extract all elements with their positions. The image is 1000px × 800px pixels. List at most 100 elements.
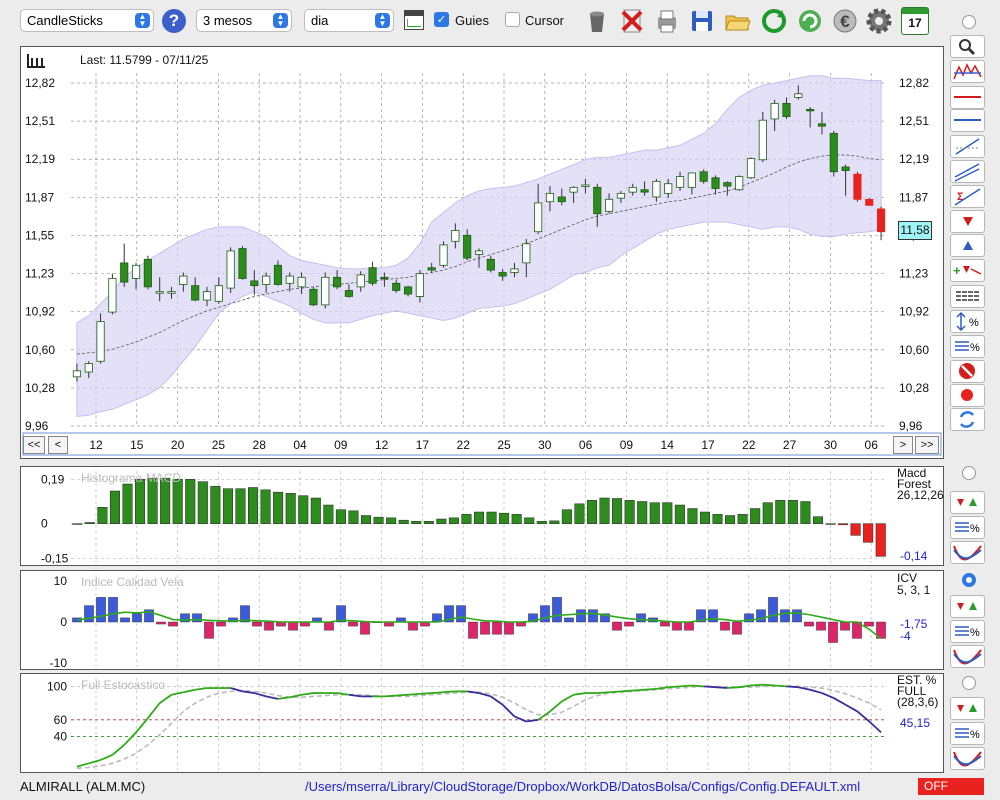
stop-button[interactable] [950,360,985,383]
horizontal-line-red-button[interactable] [950,86,985,109]
stochastic-k-segment [254,692,267,698]
x-tick-label: 04 [293,438,307,452]
macd-chart[interactable]: 0,19 0 -0,15 [21,467,943,565]
guides-label: Guies [455,13,489,28]
help-icon[interactable]: ? [162,9,186,33]
candle [746,158,756,179]
stochastic-k-segment [620,689,633,693]
reload-icon[interactable] [796,7,824,35]
percent-button[interactable]: % [950,335,985,358]
indicator-button[interactable] [950,60,985,83]
buy-arrow-button[interactable] [950,234,985,257]
percent-button[interactable]: % [950,516,985,539]
macd-bar [687,508,698,524]
x-tick-label: 28 [253,438,267,452]
icv-chart[interactable]: 10 0 -10 [21,571,943,669]
currency-icon[interactable]: € [831,7,859,35]
macd-bar [360,515,372,524]
open-folder-icon[interactable] [723,7,751,35]
price-chart[interactable]: 12,82 12,82 12,51 12,51 12,19 12,19 11,87 11,87… [21,47,943,458]
candle [262,275,271,285]
sell-buy-arrows-button[interactable] [950,595,985,618]
macd-bar [662,502,673,524]
macd-param-label: Macd [897,466,927,480]
x-tick-label: 09 [334,438,348,452]
percent-icon: % [951,341,984,360]
stochastic-chart[interactable]: 100 60 40 [21,674,943,772]
sell-buy-arrows-button[interactable] [950,697,985,720]
oscillator-button[interactable] [950,645,985,668]
macd-param-label: 26,12,26 [897,488,944,502]
fibonacci-button[interactable]: Σ [950,185,985,208]
channel-button[interactable] [950,160,985,183]
macd-bar [863,523,874,543]
percent-button[interactable]: % [950,722,985,745]
y-tick-label-left: 12,82 [25,76,55,90]
icv-bar [240,605,250,623]
guides-checkbox[interactable]: ✓ [434,12,449,27]
horizontal-line-blue-button[interactable] [950,109,985,132]
stochastic-k-segment [868,720,882,734]
stochastic-k-segment [183,688,196,694]
calendar-icon[interactable]: 17 [901,7,929,35]
icv-bar [732,621,742,635]
stochastic-k-segment [821,692,835,699]
x-tick-label: 06 [865,438,879,452]
trend-line-button[interactable] [950,135,985,158]
trash-icon[interactable] [583,7,611,35]
settings-icon[interactable] [865,7,893,35]
candle [770,102,779,120]
percent-scale-button[interactable]: % [950,310,985,333]
candle [545,192,555,203]
icv-bar [180,613,190,623]
percent-button[interactable]: % [950,620,985,643]
icv-bar [132,613,142,623]
macd-bar [649,502,660,524]
delete-icon[interactable] [618,7,646,35]
icv-bar [192,613,202,623]
swap-button[interactable] [950,408,985,431]
nav-last-button[interactable]: >> [915,436,939,454]
macd-bar [285,493,296,524]
icv-bar [780,609,790,623]
print-icon[interactable] [653,7,681,35]
macd-bar [235,488,246,524]
cursor-checkbox[interactable] [505,12,520,27]
icv-bar [228,617,238,623]
stochastic-panel-radio[interactable] [962,676,976,690]
stochastic-k-segment [230,687,243,693]
grid-lines-button[interactable] [950,285,985,308]
fibonacci-icon: Σ [951,188,984,210]
chart-options-icon[interactable] [404,10,424,30]
channel-icon [951,163,984,185]
refresh-icon[interactable] [760,7,788,35]
main-panel-radio[interactable] [962,15,976,29]
record-button[interactable] [950,384,985,407]
config-path-link[interactable]: /Users/mserra/Library/CloudStorage/Dropb… [305,779,861,794]
candle [191,285,200,301]
oscillator-button[interactable] [950,747,985,770]
status-off-badge[interactable]: OFF [918,778,984,795]
candle [569,186,578,193]
buy-sell-button[interactable]: + [950,259,985,282]
zoom-button[interactable] [950,35,985,58]
x-tick-label: 12 [375,438,389,452]
y-tick-label: 10 [54,574,68,588]
macd-panel-radio[interactable] [962,466,976,480]
icv-panel-radio[interactable] [962,573,976,587]
candle [380,276,389,280]
sell-buy-arrows-button[interactable] [950,491,985,514]
macd-bar [511,514,522,524]
sell-arrow-icon [951,217,984,235]
save-icon[interactable] [688,7,716,35]
nav-next-button[interactable]: > [893,436,913,454]
interval-select[interactable]: dia ▲ ▼ [304,9,394,32]
current-price-badge: 11,58 [898,221,932,240]
chart-type-select[interactable]: CandleSticks ▲ ▼ [20,9,154,32]
period-select[interactable]: 3 mesos ▲ ▼ [196,9,292,32]
nav-first-button[interactable]: << [23,436,45,454]
oscillator-button[interactable] [950,541,985,564]
nav-prev-button[interactable]: < [48,436,68,454]
macd-bar [310,497,321,524]
sell-arrow-button[interactable] [950,210,985,233]
